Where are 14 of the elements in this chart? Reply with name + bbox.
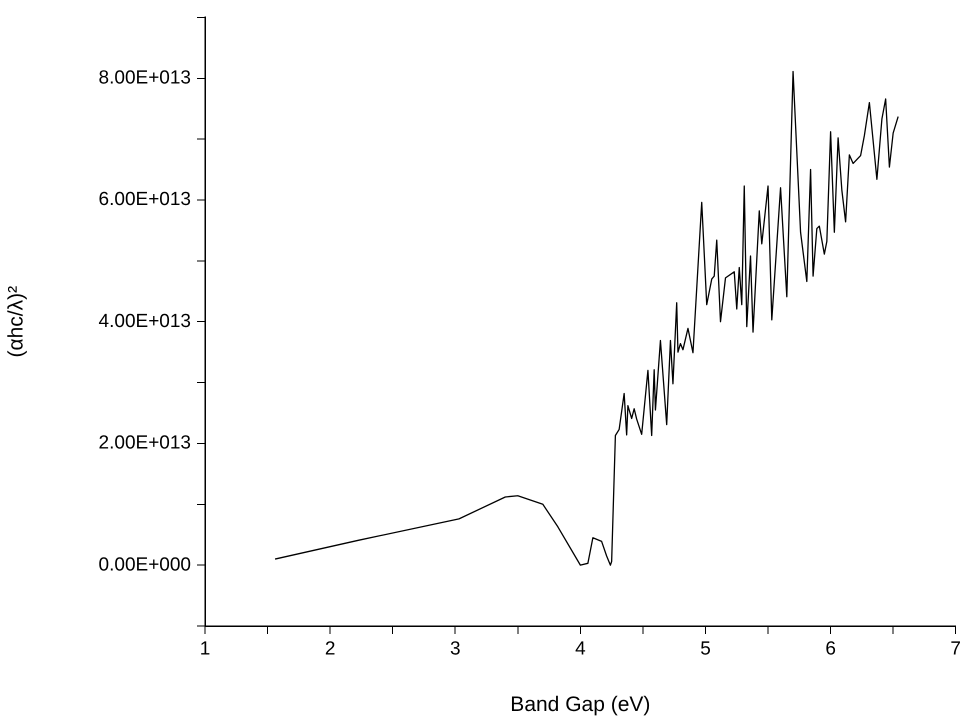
y-tick-label: 4.00E+013 bbox=[98, 310, 191, 332]
x-axis-title: Band Gap (eV) bbox=[510, 693, 650, 716]
x-tick-label: 4 bbox=[575, 638, 586, 660]
y-axis-title: (αhc/λ)² bbox=[4, 286, 28, 358]
y-tick-label: 0.00E+000 bbox=[98, 554, 191, 576]
x-tick-label: 6 bbox=[825, 638, 836, 660]
y-tick-label: 6.00E+013 bbox=[98, 189, 191, 210]
x-tick-label: 2 bbox=[324, 638, 336, 660]
y-tick-label: 8.00E+013 bbox=[98, 67, 191, 88]
x-tick-label: 5 bbox=[700, 638, 711, 660]
x-tick-label: 3 bbox=[450, 638, 461, 660]
x-tick-label: 1 bbox=[200, 638, 210, 660]
y-tick-label: 2.00E+013 bbox=[98, 432, 191, 454]
x-tick-label: 7 bbox=[950, 638, 962, 660]
